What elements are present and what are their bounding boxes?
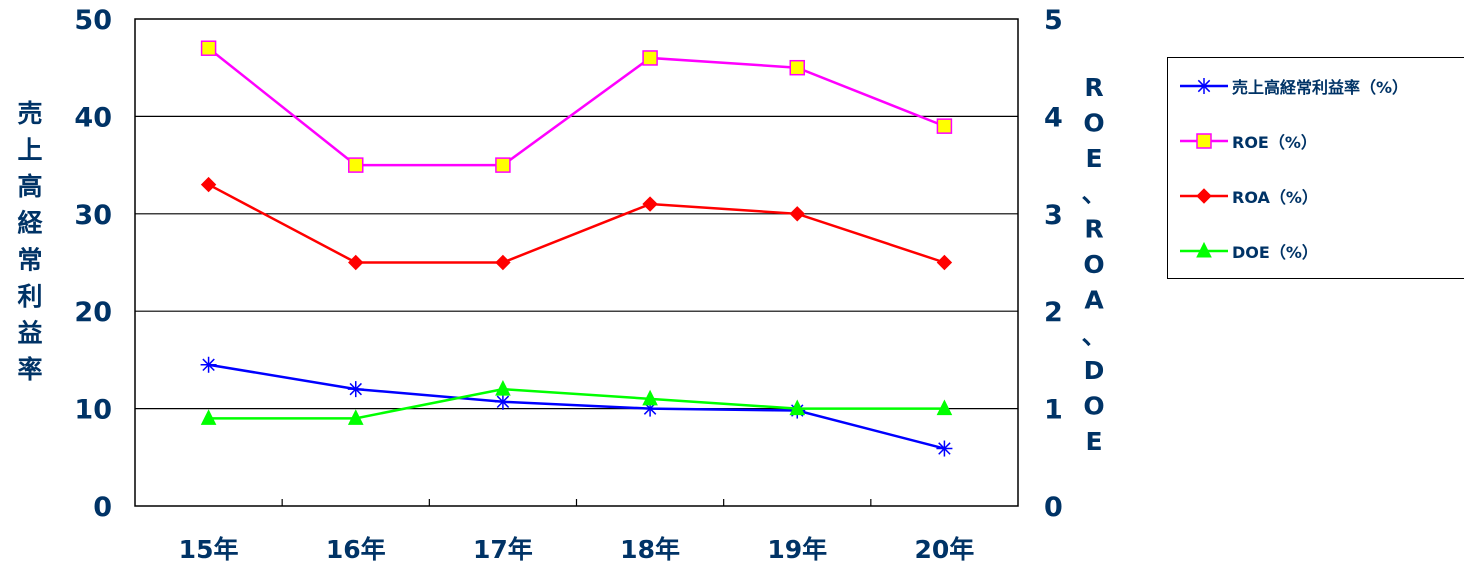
x-tick-label: 18年 — [620, 535, 680, 564]
data-point — [643, 51, 657, 65]
axis-label-char: E — [1085, 144, 1102, 173]
legend-swatch — [1178, 241, 1230, 261]
legend-label: ROE（%） — [1232, 129, 1317, 153]
data-point — [496, 158, 510, 172]
data-point — [937, 119, 951, 133]
axis-label-char: O — [1083, 108, 1104, 137]
legend-item: 売上高経常利益率（%） — [1178, 72, 1408, 100]
series-line — [209, 365, 945, 449]
right-tick-label: 2 — [1044, 297, 1063, 328]
legend-label: ROA（%） — [1232, 184, 1318, 208]
axis-label-char: 益 — [17, 318, 42, 347]
data-point — [496, 381, 510, 395]
series-layer — [201, 41, 953, 456]
legend-swatch — [1178, 186, 1230, 206]
x-tick-label: 19年 — [767, 535, 827, 564]
left-tick-label: 40 — [74, 102, 112, 133]
axis-label-char: A — [1084, 285, 1104, 314]
left-tick-label: 10 — [74, 395, 112, 426]
legend-item: DOE（%） — [1178, 237, 1318, 265]
x-axis-ticks — [282, 499, 871, 506]
axis-label-char: O — [1083, 392, 1104, 421]
data-point — [1197, 189, 1211, 203]
right-axis-tick-labels: 0 1 2 3 4 5 — [1044, 5, 1063, 523]
legend-item: ROE（%） — [1178, 127, 1317, 155]
legend-label: 売上高経常利益率（%） — [1232, 74, 1408, 98]
right-tick-label: 5 — [1044, 5, 1063, 36]
data-point — [937, 256, 951, 270]
axis-label-char: R — [1084, 215, 1103, 244]
data-point — [1196, 78, 1212, 94]
right-tick-label: 4 — [1044, 102, 1063, 133]
data-point — [201, 357, 217, 373]
axis-label-char: R — [1084, 73, 1103, 102]
data-point — [349, 158, 363, 172]
axis-label-char: 、 — [1081, 321, 1106, 350]
axis-label-char: 上 — [17, 136, 42, 165]
data-point — [643, 197, 657, 211]
x-tick-label: 15年 — [179, 535, 239, 564]
data-point — [349, 256, 363, 270]
series-DOE（%） — [202, 381, 952, 424]
series-line — [209, 48, 945, 165]
gridlines — [135, 116, 1018, 408]
axis-label-char: E — [1085, 427, 1102, 456]
legend-item: ROA（%） — [1178, 182, 1318, 210]
left-tick-label: 30 — [74, 200, 112, 231]
data-point — [936, 441, 952, 457]
x-axis-tick-labels: 15年 16年 17年 18年 19年 20年 — [179, 535, 975, 564]
axis-label-char: 売 — [17, 99, 42, 128]
data-point — [790, 61, 804, 75]
data-point — [202, 178, 216, 192]
right-tick-label: 3 — [1044, 200, 1063, 231]
axis-label-char: O — [1083, 250, 1104, 279]
axis-label-char: 率 — [17, 355, 42, 384]
left-tick-label: 20 — [74, 297, 112, 328]
series-line — [209, 389, 945, 418]
left-tick-label: 0 — [93, 492, 112, 523]
legend-label: DOE（%） — [1232, 239, 1318, 263]
legend: 売上高経常利益率（%） ROE（%） ROA（%） DOE（%） — [1167, 57, 1464, 279]
axis-label-char: 経 — [17, 209, 43, 238]
axis-label-char: 、 — [1081, 179, 1106, 208]
left-tick-label: 50 — [74, 5, 112, 36]
data-point — [790, 207, 804, 221]
series-売上高経常利益率（%） — [201, 357, 953, 457]
left-axis-tick-labels: 0 10 20 30 40 50 — [74, 5, 112, 523]
left-axis-label: 売上高経常利益率 — [17, 99, 43, 384]
legend-swatch — [1178, 76, 1230, 96]
data-point — [495, 394, 511, 410]
legend-swatch — [1178, 131, 1230, 151]
axis-label-char: 高 — [17, 172, 42, 201]
axis-label-char: 常 — [17, 245, 42, 274]
x-tick-label: 16年 — [326, 535, 386, 564]
right-tick-label: 0 — [1044, 492, 1063, 523]
right-tick-label: 1 — [1044, 395, 1063, 426]
x-tick-label: 20年 — [915, 535, 975, 564]
axis-label-char: 利 — [17, 282, 42, 311]
series-line — [209, 185, 945, 263]
data-point — [496, 256, 510, 270]
x-tick-label: 17年 — [473, 535, 533, 564]
data-point — [348, 381, 364, 397]
series-ROA（%） — [202, 178, 952, 270]
axis-label-char: D — [1084, 356, 1105, 385]
data-point — [202, 41, 216, 55]
data-point — [1197, 134, 1211, 148]
series-ROE（%） — [202, 41, 952, 172]
right-axis-label: ROE、ROA、DOE — [1081, 73, 1106, 456]
